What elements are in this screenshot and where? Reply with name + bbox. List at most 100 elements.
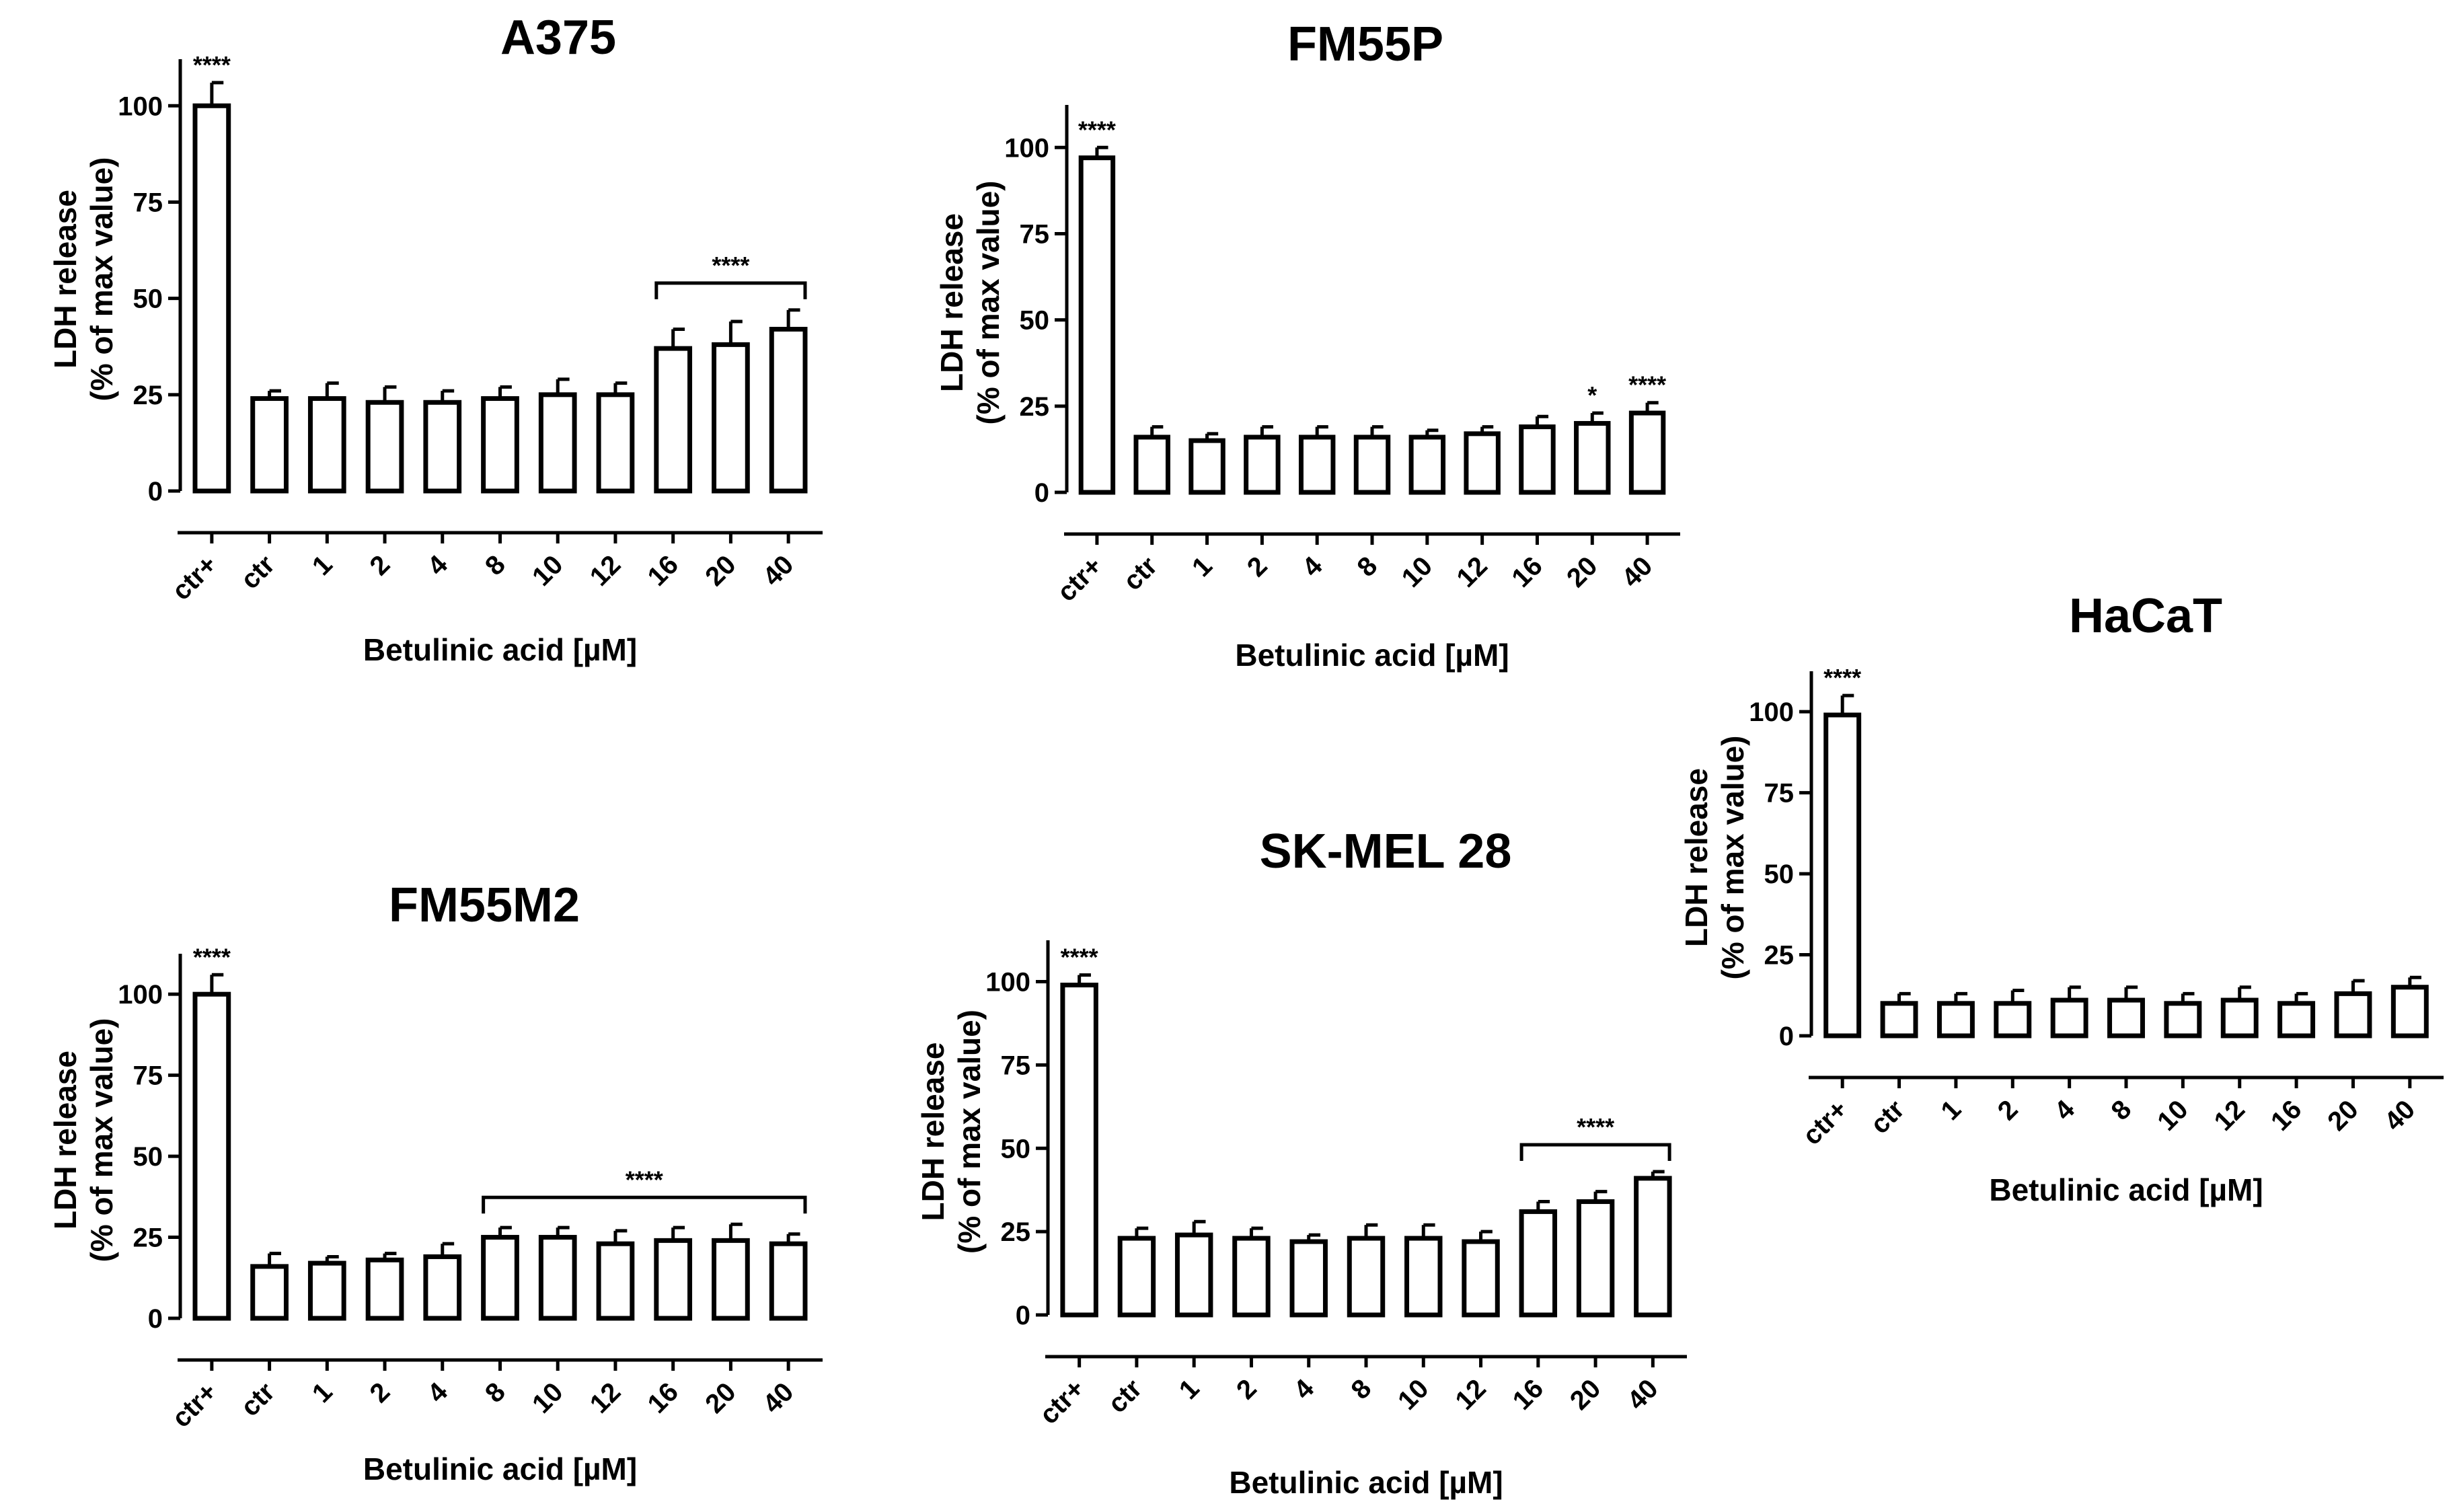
- y-tick-label: 0: [148, 1304, 163, 1334]
- y-tick-label: 50: [1001, 1134, 1031, 1164]
- x-tick-label: 10: [2152, 1094, 2194, 1137]
- chart-panel-4: HaCaT 0 25 50 75 100 LDH release (% of max valu…: [1679, 589, 2444, 1207]
- x-tick-label: 40: [757, 1377, 800, 1419]
- x-tick-label: 8: [480, 550, 511, 581]
- significance-label: ****: [1061, 944, 1098, 971]
- chart-panel-2: FM55M2 0 25 50 75 100 LDH release (% of max val…: [48, 878, 823, 1486]
- significance-label: ****: [712, 252, 749, 279]
- bar: [2334, 991, 2372, 1038]
- x-tick-label: 8: [2106, 1094, 2138, 1126]
- x-tick-label: 12: [1451, 551, 1493, 593]
- bar: [538, 1235, 577, 1321]
- y-axis-title: LDH release: [1679, 768, 1714, 947]
- bar: [1189, 438, 1226, 495]
- y-tick-label: 100: [1004, 133, 1049, 163]
- y-axis-title: LDH release: [934, 213, 969, 392]
- bar: [423, 400, 462, 494]
- bar: [654, 1238, 693, 1321]
- x-tick-label: ctr: [235, 550, 280, 595]
- x-tick-label: ctr+: [166, 550, 223, 606]
- x-tick-label: 1: [307, 550, 338, 581]
- significance-bracket: [654, 281, 807, 299]
- x-tick-label: 40: [757, 550, 800, 592]
- x-tick-label: 1: [1174, 1373, 1205, 1405]
- bar: [712, 342, 750, 494]
- bar: [1078, 155, 1116, 495]
- bar: [1576, 1199, 1615, 1318]
- bar: [1519, 1209, 1558, 1318]
- bar: [250, 396, 289, 494]
- y-tick-label: 25: [133, 381, 163, 410]
- x-tick-label: ctr+: [1034, 1373, 1090, 1430]
- y-tick-label: 75: [133, 188, 163, 217]
- bar: [2390, 985, 2429, 1038]
- bar: [1298, 434, 1336, 495]
- chart-title: FM55P: [1287, 17, 1443, 71]
- x-tick-label: 16: [1507, 1373, 1550, 1416]
- bar: [192, 991, 231, 1321]
- bar: [769, 1241, 808, 1321]
- bar: [1060, 983, 1098, 1318]
- y-tick-label: 25: [1020, 392, 1050, 422]
- y-axis-title: LDH release: [915, 1043, 950, 1221]
- significance-label: ****: [626, 1166, 663, 1193]
- x-tick-label: 12: [585, 550, 627, 592]
- x-tick-label: 12: [585, 1377, 627, 1419]
- bar: [1464, 431, 1501, 495]
- bar: [1462, 1239, 1500, 1318]
- significance-label: ****: [1823, 664, 1861, 691]
- bar: [1408, 434, 1446, 495]
- bar: [2220, 997, 2259, 1038]
- chart-title: SK-MEL 28: [1260, 825, 1512, 878]
- x-tick-label: 16: [2265, 1094, 2308, 1137]
- y-axis-title: LDH release: [48, 190, 83, 369]
- y-axis-title: (% of max value): [971, 181, 1006, 425]
- chart-panel-1: FM55P 0 25 50 75 100 LDH release (% of max valu…: [934, 17, 1680, 673]
- x-tick-label: 20: [1561, 551, 1604, 593]
- x-tick-label: 20: [2322, 1094, 2364, 1137]
- significance-label: ****: [193, 943, 231, 971]
- bar: [1117, 1236, 1156, 1318]
- x-tick-label: 16: [642, 1377, 684, 1419]
- x-axis-title: Betulinic acid [µM]: [363, 1451, 637, 1486]
- y-tick-label: 75: [1020, 219, 1050, 249]
- x-tick-label: 4: [1288, 1373, 1320, 1405]
- x-tick-label: 40: [1616, 551, 1659, 593]
- x-tick-label: ctr: [1865, 1094, 1910, 1139]
- y-axis-title: (% of max value): [84, 1018, 119, 1262]
- x-tick-label: 2: [365, 1377, 396, 1408]
- x-tick-label: ctr: [235, 1377, 280, 1422]
- bar: [596, 392, 635, 494]
- x-tick-label: 10: [1396, 551, 1439, 593]
- x-tick-label: 12: [1449, 1373, 1492, 1416]
- x-tick-label: ctr: [1118, 551, 1163, 596]
- x-tick-label: 1: [307, 1377, 338, 1408]
- significance-label: ****: [1078, 116, 1116, 143]
- bar: [1404, 1236, 1443, 1318]
- y-tick-label: 0: [148, 477, 163, 506]
- bar: [1289, 1239, 1328, 1318]
- x-tick-label: 16: [642, 550, 684, 592]
- y-axis-title: LDH release: [48, 1051, 83, 1230]
- x-tick-label: 10: [527, 1377, 569, 1419]
- y-tick-label: 75: [1001, 1051, 1031, 1080]
- bar: [712, 1238, 750, 1321]
- y-tick-label: 100: [118, 91, 163, 121]
- y-tick-label: 0: [1779, 1022, 1794, 1051]
- bar: [1353, 434, 1391, 495]
- bar: [2050, 997, 2088, 1038]
- bar: [1347, 1236, 1386, 1318]
- bar: [1823, 712, 1862, 1038]
- x-tick-label: 2: [1231, 1373, 1262, 1405]
- bar: [481, 396, 519, 494]
- x-tick-label: 8: [480, 1377, 511, 1408]
- x-tick-label: 16: [1506, 551, 1548, 593]
- x-tick-label: 4: [422, 1377, 453, 1408]
- bar: [1994, 1001, 2032, 1038]
- bar: [307, 396, 346, 494]
- bar: [2107, 997, 2145, 1038]
- bar: [1232, 1236, 1271, 1318]
- x-tick-label: 2: [365, 550, 396, 581]
- y-axis-title: (% of max value): [84, 157, 119, 402]
